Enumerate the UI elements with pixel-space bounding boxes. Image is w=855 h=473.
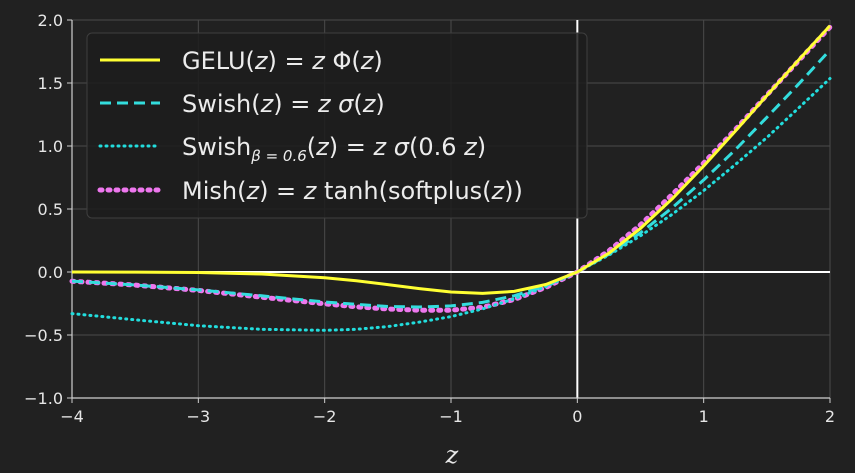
legend-label-2-part-8: ) [477, 133, 486, 161]
legend-label-1-part-3: z σ [317, 90, 354, 118]
legend-label-2-part-3: z [315, 133, 330, 161]
x-tick-label-5: 1 [699, 407, 709, 426]
series-line-2 [70, 77, 832, 332]
legend-label-3-part-1: z [245, 177, 260, 205]
legend-label-3-part-2: ) = [259, 177, 304, 205]
legend-label-1: Swish(z) = z σ(z) [182, 90, 385, 118]
legend-label-0-part-1: z [254, 47, 269, 75]
x-tick-label-6: 2 [825, 407, 835, 426]
legend: GELU(z) = z Φ(z)Swish(z) = z σ(z)Swishβ … [86, 32, 588, 219]
y-tick-label-6: 2.0 [38, 11, 63, 30]
x-axis-label: z [445, 441, 459, 469]
x-tick-label-0: −4 [60, 407, 84, 426]
x-tick-label-1: −3 [187, 407, 211, 426]
legend-label-1-part-6: ) [375, 90, 384, 118]
legend-label-3-part-5: z [491, 177, 506, 205]
series-line-1 [71, 48, 832, 309]
legend-label-3: Mish(z) = z tanh(softplus(z)) [182, 177, 523, 205]
x-tick-label-2: −2 [313, 407, 337, 426]
tick-labels: −4 −3 −2 −1 0 1 2 −1.0 −0.5 0.0 0.5 1.0 1.5 2.0 [24, 11, 835, 426]
y-tick-label-0: −1.0 [24, 389, 63, 408]
series-line-0 [71, 24, 832, 295]
legend-label-3-part-4: tanh(softplus( [316, 177, 491, 205]
legend-label-1-part-5: z [362, 90, 377, 118]
legend-label-2-part-2: ( [307, 133, 316, 161]
legend-label-0-part-0: GELU( [182, 47, 255, 75]
legend-label-3-part-0: Mish( [182, 177, 246, 205]
legend-label-0-part-5: z [360, 47, 375, 75]
y-tick-label-4: 1.0 [38, 137, 63, 156]
legend-label-2-part-5: z σ [373, 133, 410, 161]
legend-label-2-part-0: Swish [182, 133, 251, 161]
legend-label-3-part-3: z [303, 177, 318, 205]
legend-label-1-part-2: ) = [273, 90, 318, 118]
y-tick-label-2: 0.0 [38, 263, 63, 282]
legend-label-0-part-2: ) = [267, 47, 312, 75]
legend-label-3-part-6: )) [504, 177, 523, 205]
y-tick-label-5: 1.5 [38, 74, 63, 93]
legend-label-1-part-0: Swish( [182, 90, 261, 118]
x-tick-label-3: −1 [439, 407, 463, 426]
legend-label-0-part-4: Φ( [325, 47, 361, 75]
legend-label-1-part-1: z [260, 90, 275, 118]
legend-label-2-part-6: (0.6 [409, 133, 464, 161]
legend-label-2: Swishβ = 0.6(z) = z σ(0.6 z) [182, 133, 486, 165]
legend-label-0: GELU(z) = z Φ(z) [182, 47, 383, 75]
y-tick-label-1: −0.5 [24, 326, 63, 345]
legend-label-1-part-4: ( [353, 90, 362, 118]
series-lines [69, 24, 833, 332]
legend-label-2-part-1: β = 0.6 [250, 147, 307, 165]
legend-label-0-part-3: z [311, 47, 326, 75]
legend-label-2-part-4: ) = [329, 133, 374, 161]
legend-label-0-part-6: ) [373, 47, 382, 75]
y-tick-label-3: 0.5 [38, 200, 63, 219]
legend-label-2-part-7: z [463, 133, 478, 161]
x-tick-label-4: 0 [572, 407, 582, 426]
legend-box [86, 32, 588, 219]
